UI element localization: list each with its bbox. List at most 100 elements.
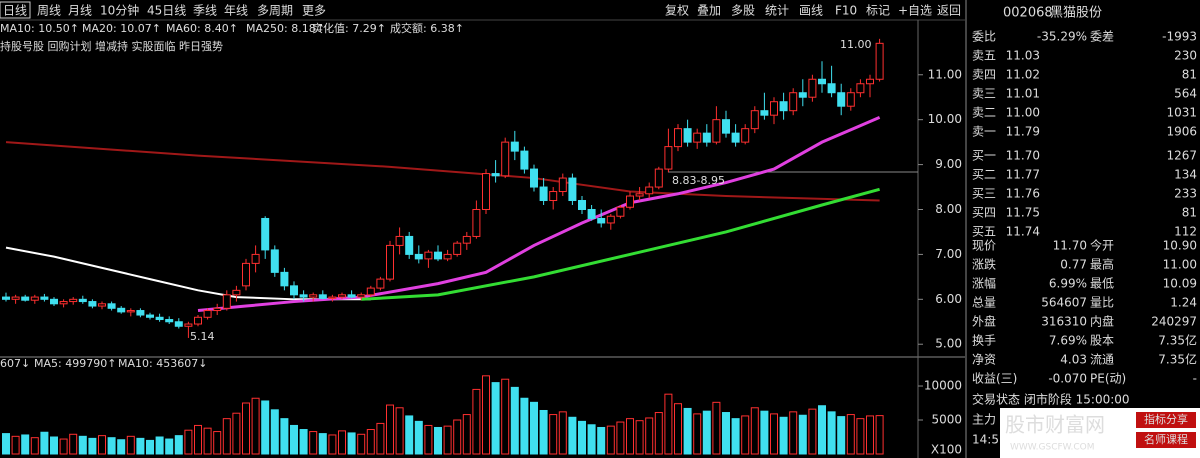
watermark-button[interactable]: 名师课程 [1144, 432, 1188, 446]
indicator: MA250: 8.18↑ [246, 22, 325, 35]
volume-bar [453, 419, 462, 455]
volume-bar [722, 412, 730, 455]
volume-bar [347, 432, 356, 455]
candle-body [568, 177, 577, 202]
tab[interactable]: 45日线 [147, 4, 186, 18]
tool-button[interactable]: 叠加 [697, 4, 721, 18]
candle-body [539, 186, 548, 202]
quote-cell: 230 [1174, 49, 1197, 63]
volume-bar [856, 418, 865, 455]
quote-footer: 主力 [972, 413, 996, 427]
volume-bar [222, 418, 231, 455]
candle-body [386, 244, 394, 280]
tab[interactable]: 季线 [193, 4, 217, 18]
quote-cell: 1031 [1166, 106, 1197, 120]
volume-bar [827, 411, 836, 455]
volume-bar [395, 407, 404, 455]
quote-cell: 10.90 [1163, 239, 1197, 253]
quote-cell: 卖三 [972, 87, 996, 101]
candle-body [107, 303, 116, 309]
volume-bar [69, 433, 78, 455]
quote-cell: 81 [1182, 206, 1197, 220]
volume-bar [664, 393, 673, 455]
quote-cell: 11.00 [1163, 258, 1197, 272]
volume-bar [702, 410, 711, 455]
candle-body [875, 42, 884, 80]
quote-cell: 1267 [1166, 149, 1197, 163]
volume-bar [837, 416, 846, 455]
tool-button[interactable]: F10 [835, 4, 857, 18]
quote-cell: 流通 [1090, 353, 1114, 367]
volume-bar [654, 412, 663, 455]
quote-footer: 交易状态 闭市阶段 15:00:00 [972, 392, 1130, 407]
candle-body [549, 191, 558, 202]
volume-bar [875, 415, 884, 455]
candle-body [578, 200, 586, 210]
candle-body [21, 296, 30, 301]
tool-button[interactable]: 复权 [665, 4, 689, 18]
candle-body [299, 294, 308, 298]
y-tick-label: 10000 [924, 379, 962, 393]
volume-bar [117, 439, 126, 455]
volume-bar [626, 418, 634, 455]
candle-body [309, 294, 318, 298]
volume-bar [597, 426, 606, 455]
tool-button[interactable]: 画线 [799, 4, 823, 18]
tab[interactable]: 多周期 [257, 4, 293, 18]
tool-button[interactable]: +自选 [898, 4, 932, 18]
tool-button[interactable]: 统计 [765, 4, 789, 18]
watermark-button[interactable]: 指标分享 [1144, 412, 1188, 426]
volume-bar [213, 431, 222, 455]
candle-body [664, 146, 673, 170]
volume-bar [174, 435, 183, 455]
candle-body [222, 294, 231, 309]
quote-cell: 7.69% [1049, 334, 1087, 348]
volume-bar [261, 400, 270, 455]
quote-cell: 11.00 [1006, 106, 1040, 120]
volume-bar [818, 405, 826, 455]
y-tick-label: 6.00 [935, 292, 962, 306]
tool-button[interactable]: 返回 [937, 4, 961, 18]
candle-body [78, 298, 87, 303]
volume-bar [770, 413, 778, 455]
candle-body [837, 92, 846, 107]
candle-body [731, 132, 740, 143]
quote-cell: 240297 [1151, 315, 1197, 329]
volume-bar [520, 397, 529, 455]
tab-active-box [0, 1, 31, 19]
volume-bar [405, 415, 414, 455]
volume-bar [290, 424, 298, 455]
tool-button[interactable]: 标记 [866, 4, 890, 18]
candle-body [376, 278, 385, 289]
volume-bar [674, 403, 682, 455]
tab[interactable]: 周线 [37, 4, 61, 18]
candle-body [165, 319, 174, 323]
quote-cell: 11.75 [1006, 206, 1040, 220]
candle-body [203, 310, 212, 318]
volume-bar [50, 436, 58, 455]
volume-bar [59, 438, 68, 455]
tool-button[interactable]: 多股 [731, 4, 755, 18]
volume-bar [414, 420, 423, 455]
candle-body [808, 78, 817, 98]
annotation: 5.14 [190, 330, 215, 343]
candle-body [750, 110, 759, 130]
candle-body [856, 83, 865, 94]
tab[interactable]: 10分钟 [100, 3, 139, 18]
candle-body [846, 92, 855, 107]
tab[interactable]: 年线 [224, 4, 248, 18]
volume-bar [328, 434, 337, 455]
volume-bar [462, 414, 471, 455]
tab[interactable]: 更多 [302, 4, 326, 18]
quote-cell: 1906 [1166, 125, 1197, 139]
tab[interactable]: 日线 [3, 4, 27, 18]
quote-cell: 11.70 [1006, 149, 1040, 163]
volume-bar [434, 426, 442, 455]
quote-cell: - [1193, 372, 1197, 386]
candle-body [40, 296, 49, 300]
tab[interactable]: 月线 [68, 4, 92, 18]
volume-bar [165, 438, 174, 455]
indicator: MA10: 10.50↑ [0, 22, 79, 35]
candle-body [270, 249, 279, 273]
